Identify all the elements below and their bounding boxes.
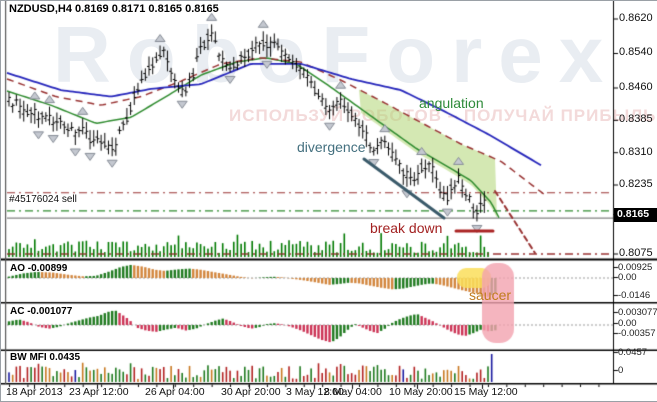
annotation-break-down: break down — [370, 220, 443, 236]
price-tick-0.8460: 0.8460 — [619, 80, 653, 93]
ac-panel-label: AC -0.001077 — [10, 306, 73, 317]
time-label-7: 15 May 12:00 — [454, 386, 518, 398]
time-label-5: 8 May 04:00 — [324, 386, 382, 398]
ac-level-1: 0.00 — [618, 318, 637, 329]
time-label-6: 10 May 20:00 — [389, 386, 453, 398]
price-tick-0.8310: 0.8310 — [619, 145, 653, 158]
price-tick-0.8620: 0.8620 — [619, 12, 653, 24]
price-tick-0.8385: 0.8385 — [619, 113, 653, 126]
ao-panel-label: AO -0.00899 — [10, 263, 68, 274]
annotation-divergence: divergence — [297, 139, 366, 155]
ac-level-0: 0.003077 — [618, 307, 657, 318]
time-label-3: 30 Apr 20:00 — [221, 386, 281, 398]
price-tick-0.8075: 0.8075 — [619, 246, 653, 259]
annotation-saucer: saucer — [469, 287, 512, 303]
price-tick-0.8235: 0.8235 — [619, 178, 653, 190]
chart-title: NZDUSD,H4 0.8169 0.8171 0.8165 0.8165 — [9, 3, 219, 15]
ao-level-0: 0.00925 — [618, 262, 653, 273]
current-price-tag: 0.8165 — [614, 208, 657, 222]
price-tick-0.8540: 0.8540 — [619, 46, 653, 59]
time-label-4: 3 May 12:00 — [286, 386, 344, 398]
ao-level-2: -0.0146 — [618, 290, 651, 301]
time-label-0: 18 Apr 2013 — [6, 386, 63, 398]
time-label-2: 26 Apr 04:00 — [145, 386, 205, 398]
mfi-level-1: 0 — [618, 365, 624, 376]
annotation-angulation: angulation — [419, 95, 484, 111]
ac-level-2: -0.00357 — [618, 328, 656, 339]
time-label-1: 23 Apr 12:00 — [69, 386, 129, 398]
mfi-level-0: 0.0457 — [618, 347, 648, 358]
ao-level-1: 0.00 — [618, 272, 637, 283]
mfi-panel-label: BW MFI 0.0435 — [10, 352, 81, 363]
order-label: #45176024 sell — [9, 194, 77, 205]
